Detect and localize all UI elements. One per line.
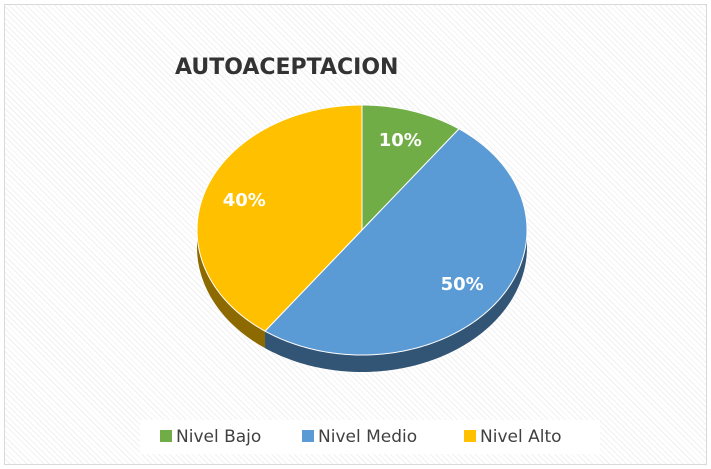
legend-label: Nivel Alto [480,427,562,447]
legend-swatch [302,430,314,442]
legend-swatch [160,430,172,442]
legend-label: Nivel Bajo [176,427,261,447]
chart-title: AUTOACEPTACION [175,55,398,80]
data-label: 50% [441,274,484,295]
pie-slice-side [197,230,266,349]
legend-background [140,420,600,454]
legend-swatch [464,430,476,442]
legend-label: Nivel Medio [318,427,417,447]
pie-slice-side [265,230,527,372]
data-label: 10% [379,130,422,151]
data-label: 40% [223,190,266,211]
pie-slice [361,104,460,232]
pie-slice [264,128,528,356]
pie-slice [196,104,363,332]
